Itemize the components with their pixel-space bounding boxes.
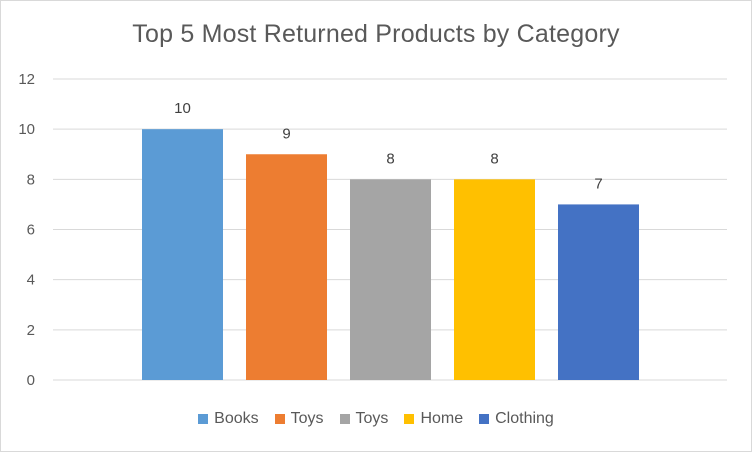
legend-item: Toys bbox=[339, 410, 389, 428]
bar-clothing bbox=[558, 204, 639, 380]
legend-label: Home bbox=[420, 410, 464, 427]
data-label: 9 bbox=[282, 125, 290, 142]
legend-item: Clothing bbox=[479, 410, 554, 428]
legend-item: Books bbox=[198, 410, 259, 428]
chart-title: Top 5 Most Returned Products by Category bbox=[132, 20, 620, 48]
legend-item: Home bbox=[404, 410, 463, 428]
legend-label: Toys bbox=[355, 410, 389, 427]
y-tick-label: 0 bbox=[27, 372, 35, 389]
bar-home bbox=[454, 179, 535, 380]
y-tick-label: 10 bbox=[18, 121, 35, 138]
legend-label: Toys bbox=[290, 410, 324, 427]
legend-label: Clothing bbox=[495, 410, 554, 427]
legend-item: Toys bbox=[274, 410, 324, 428]
y-tick-label: 12 bbox=[18, 71, 35, 88]
y-tick-label: 2 bbox=[27, 322, 35, 339]
y-tick-label: 4 bbox=[27, 272, 35, 289]
legend-swatch bbox=[274, 414, 285, 424]
legend-swatch bbox=[198, 414, 209, 424]
data-label: 10 bbox=[174, 100, 191, 117]
bar-toys bbox=[350, 179, 431, 380]
y-tick-label: 6 bbox=[27, 222, 35, 239]
data-label: 7 bbox=[594, 175, 602, 192]
y-tick-label: 8 bbox=[27, 171, 35, 188]
data-label: 8 bbox=[490, 150, 498, 167]
bar-books bbox=[142, 129, 223, 380]
chart-legend: Books Toys Toys Home Clothing bbox=[1, 410, 751, 428]
legend-swatch bbox=[404, 414, 415, 424]
legend-swatch bbox=[339, 414, 350, 424]
data-label: 8 bbox=[386, 150, 394, 167]
legend-label: Books bbox=[214, 410, 259, 427]
bar-toys bbox=[246, 154, 327, 380]
legend-swatch bbox=[479, 414, 490, 424]
